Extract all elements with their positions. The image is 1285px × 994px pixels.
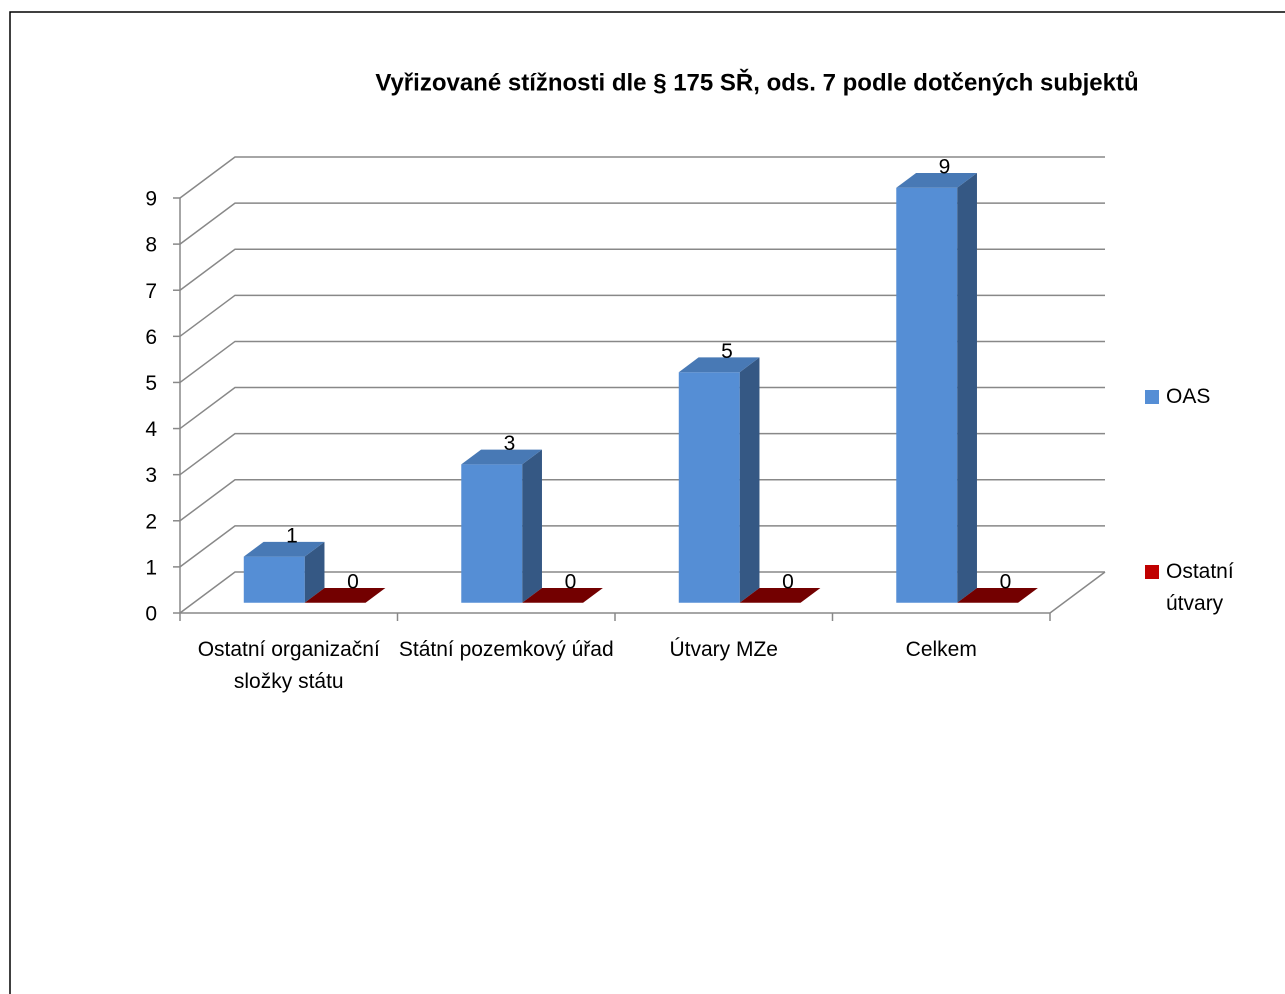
- data-label: 1: [286, 524, 298, 547]
- bar-top: [522, 587, 603, 603]
- legend-swatch: [1145, 390, 1159, 404]
- legend-label: Ostatní útvary: [1166, 560, 1234, 615]
- y-tick-label: 0: [145, 603, 157, 626]
- legend-swatch: [1145, 565, 1159, 579]
- bar-front: [896, 187, 958, 603]
- bar-side: [957, 172, 977, 603]
- bar: [461, 449, 542, 603]
- grid-line: [179, 386, 1105, 430]
- grid-line: [179, 479, 1105, 522]
- y-tick-label: 1: [145, 556, 157, 579]
- bar-side: [739, 357, 760, 603]
- data-label: 5: [721, 340, 733, 363]
- bar: [678, 357, 760, 603]
- bar-front: [461, 464, 523, 603]
- data-label: 0: [565, 571, 577, 594]
- y-tick-label: 9: [145, 188, 157, 211]
- data-label: 0: [782, 571, 794, 594]
- bar-top: [243, 541, 325, 557]
- data-label: 0: [347, 571, 359, 594]
- bar-top: [678, 357, 760, 373]
- bar-top: [461, 449, 542, 465]
- grid-line: [179, 248, 1105, 291]
- border: [9, 11, 1285, 994]
- bar: [243, 541, 325, 603]
- bar-front: [678, 372, 740, 603]
- data-label: 0: [1000, 571, 1012, 594]
- y-tick-label: 2: [145, 510, 157, 533]
- y-tick-label: 5: [145, 372, 157, 395]
- grid-line: [179, 340, 1105, 384]
- grid-line: [179, 432, 1105, 476]
- legend-label: OAS: [1166, 385, 1211, 408]
- bar-top: [739, 587, 821, 603]
- y-tick-label: 8: [145, 234, 157, 257]
- bar-top: [896, 172, 977, 188]
- grid-line: [179, 571, 1105, 614]
- bar: [522, 587, 603, 603]
- y-tick-label: 7: [145, 280, 157, 303]
- bar: [957, 587, 1038, 603]
- grid-line: [179, 525, 1105, 568]
- bar: [304, 587, 386, 603]
- grid-line: [179, 156, 1105, 199]
- bar: [739, 587, 821, 603]
- chart-title: Vyřizované stížnosti dle § 175 SŘ, ods. …: [375, 68, 1138, 96]
- x-tick-label: Ostatní organizační složky státu: [197, 638, 380, 693]
- data-label: 3: [504, 432, 516, 455]
- bar-side: [522, 449, 542, 603]
- bar-top: [957, 587, 1038, 603]
- data-label: 9: [939, 156, 951, 179]
- bar-top: [304, 587, 386, 603]
- x-tick-label: Celkem: [905, 638, 977, 661]
- bar-front: [243, 556, 305, 603]
- y-tick-label: 3: [145, 464, 157, 487]
- grid-line: [179, 294, 1105, 337]
- x-tick-label: Útvary MZe: [669, 638, 778, 661]
- bar: [896, 172, 977, 603]
- grid-line: [179, 202, 1105, 245]
- bar-side: [304, 541, 325, 603]
- x-tick-label: Státní pozemkový úřad: [398, 638, 614, 661]
- y-tick-label: 4: [145, 418, 157, 441]
- y-tick-label: 6: [145, 326, 157, 349]
